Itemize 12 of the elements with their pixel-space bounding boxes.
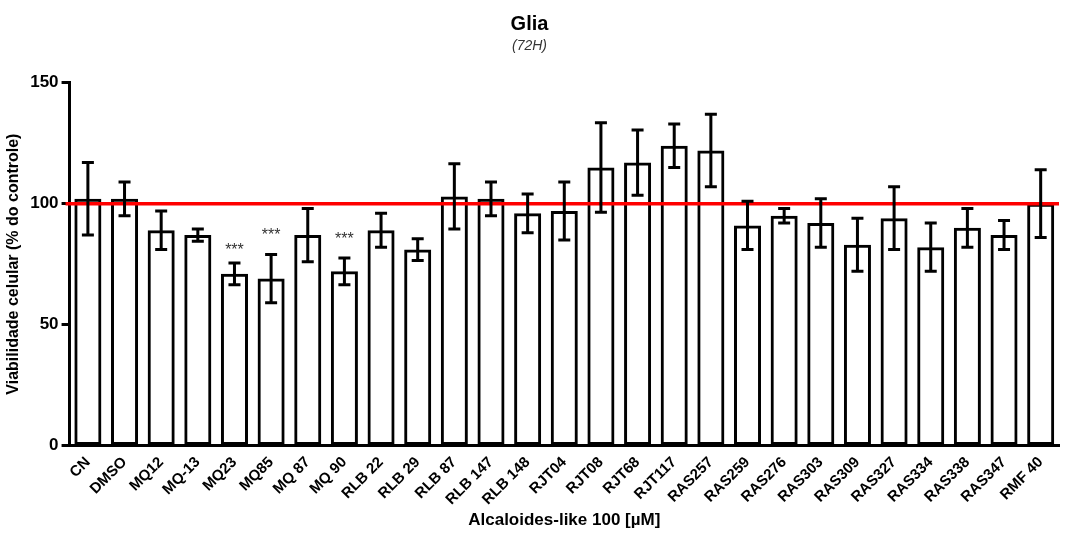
x-axis-title: Alcaloides-like 100 [µM] (468, 510, 661, 530)
chart-subtitle: (72H) (511, 37, 548, 54)
annotation: *** (225, 240, 244, 258)
x-tick-label: CN (65, 452, 93, 481)
annotation: *** (261, 226, 281, 244)
y-axis-title: Viabilidade celular (% do controle) (4, 133, 22, 395)
chart-title: Glia (510, 11, 550, 34)
y-tick-label: 0 (49, 435, 59, 455)
y-tick-label: 150 (30, 72, 59, 92)
annotation: *** (335, 230, 354, 248)
y-tick-label: 50 (39, 314, 59, 334)
y-tick-label: 100 (30, 193, 59, 213)
